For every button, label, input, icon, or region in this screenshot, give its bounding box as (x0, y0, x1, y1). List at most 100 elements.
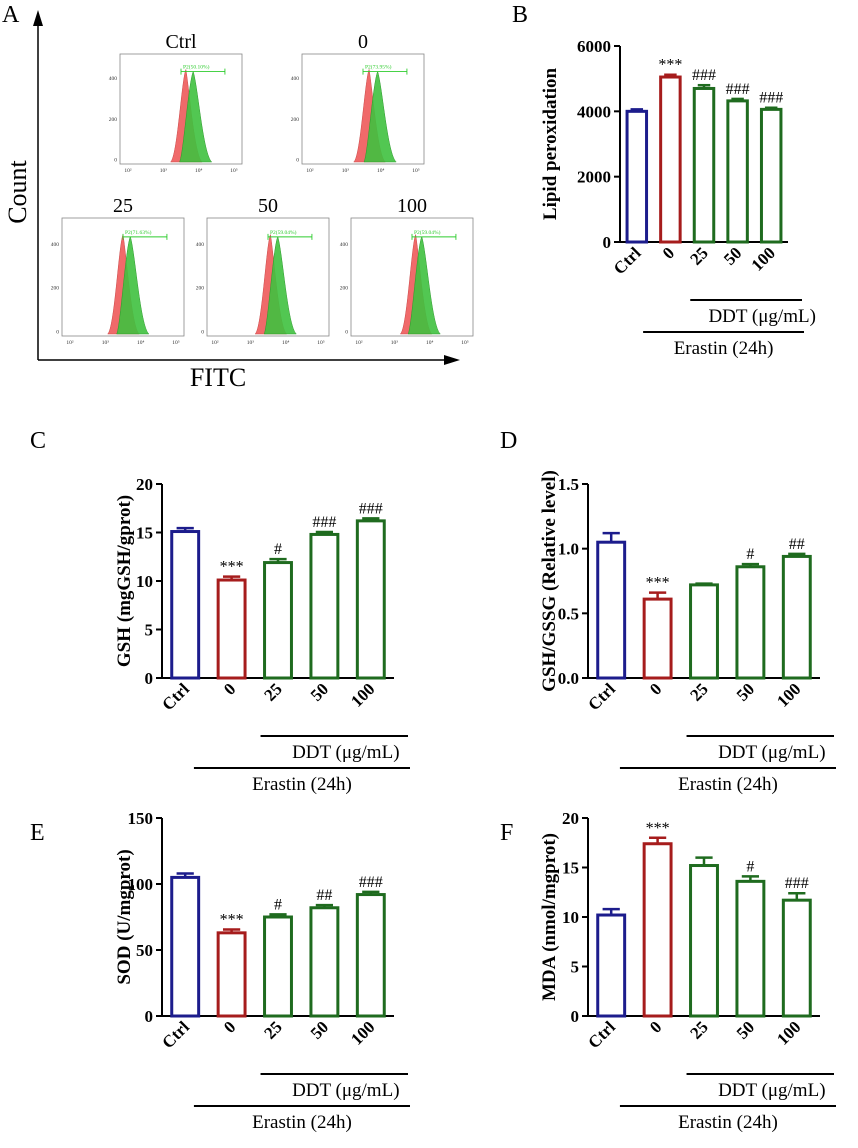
chart-category-label: 0 (220, 679, 239, 698)
chart-ddt-label: DDT (μg/mL) (292, 1080, 399, 1101)
histogram-frame (206, 217, 330, 337)
histogram-ytick: 400 (51, 242, 60, 248)
chart-category-label: 50 (307, 1017, 332, 1042)
chart-y-label: GSH (mgGSH/gprot) (114, 495, 135, 667)
histogram-ytick: 200 (340, 286, 349, 292)
chart-ytick-label: 4000 (577, 102, 611, 121)
chart-ddt-label: DDT (μg/mL) (292, 742, 399, 763)
chart-bar (781, 898, 812, 1018)
histogram-frame (61, 217, 185, 337)
chart-ytick-label: 15 (136, 524, 153, 543)
chart-category-label: 50 (720, 243, 745, 268)
chart-bar (625, 109, 649, 244)
panel-a-letter: A (2, 2, 20, 28)
chart-ytick-label: 0.5 (558, 604, 579, 623)
histogram-ytick: 200 (196, 286, 205, 292)
chart-letter: B (512, 2, 528, 28)
chart-erastin-label: Erastin (24h) (678, 1112, 778, 1133)
histogram-title: 0 (358, 31, 368, 53)
histogram-frame (350, 217, 474, 337)
histogram-ytick: 400 (340, 242, 349, 248)
histogram-gate-label: P2(59.04%) (414, 229, 441, 236)
chart-ytick-label: 20 (562, 809, 579, 828)
histogram-4: 50 400 200 0 10² 10³ 10⁴ 10⁵ P2(59.04%) (196, 195, 330, 346)
chart-category-label: 100 (347, 679, 378, 710)
chart-ytick-label: 0.0 (558, 669, 579, 688)
chart-category-label: 0 (220, 1017, 239, 1036)
chart-bar (216, 931, 247, 1018)
chart-letter: E (30, 820, 45, 846)
panel-a: A Count FITC Ctrl 400 200 0 10² 10³ 10⁴ 10⁵ P2(5… (2, 2, 474, 392)
chart-ytick-label: 5 (571, 958, 580, 977)
chart-category-label: 50 (733, 679, 758, 704)
histogram-3: 25 400 200 0 10² 10³ 10⁴ 10⁵ P2(71.63%) (51, 195, 185, 346)
chart-bar (781, 554, 812, 680)
panel-a-x-arrow-icon (444, 355, 460, 365)
histogram-xtick: 10⁵ (317, 340, 325, 346)
chart-category-label: 25 (686, 679, 711, 704)
chart-category-label: 50 (733, 1017, 758, 1042)
chart-significance-label: # (274, 541, 282, 558)
histogram-ytick: 400 (109, 76, 118, 82)
chart-category-label: 25 (260, 679, 285, 704)
chart-ddt-label: DDT (μg/mL) (718, 1080, 825, 1101)
histogram-xtick: 10⁴ (377, 168, 385, 174)
chart-y-label: GSH/GSSG (Relative level) (539, 470, 560, 692)
histogram-grid: Ctrl 400 200 0 10² 10³ 10⁴ 10⁵ P2(50.10%) 0 400 200… (51, 31, 474, 346)
histogram-frame (119, 53, 243, 165)
chart-bar (355, 519, 386, 680)
histogram-xtick: 10⁵ (412, 168, 420, 174)
panel-a-x-label: FITC (190, 363, 246, 392)
histogram-xtick: 10³ (160, 168, 168, 174)
chart-bar (216, 578, 247, 680)
chart-category-label: Ctrl (158, 679, 193, 714)
chart-bar (726, 99, 749, 244)
histogram-xtick: 10² (211, 340, 219, 346)
histogram-ytick: 200 (51, 286, 60, 292)
chart-bar (596, 540, 627, 680)
histogram-xtick: 10⁴ (137, 340, 145, 346)
chart-bar (689, 583, 719, 680)
chart-category-label: Ctrl (158, 1017, 193, 1052)
chart-ytick-label: 20 (136, 475, 153, 494)
chart-bar (692, 86, 716, 244)
histogram-xtick: 10³ (102, 340, 110, 346)
chart-category-label: 100 (773, 679, 804, 710)
chart-significance-label: # (746, 546, 754, 563)
histogram-title: 50 (258, 195, 278, 217)
chart-category-label: Ctrl (584, 1017, 619, 1052)
histogram-xtick: 10⁵ (172, 340, 180, 346)
chart-bar (170, 875, 201, 1018)
histogram-ytick: 200 (109, 117, 118, 123)
histogram-xtick: 10⁵ (230, 168, 238, 174)
chart-y-label: MDA (nmol/mgprot) (539, 833, 560, 1001)
histogram-xtick: 10² (306, 168, 314, 174)
chart-bar (659, 75, 682, 244)
chart-significance-label: *** (220, 559, 244, 576)
chart-y-label: Lipid peroxidation (540, 67, 561, 220)
chart-category-label: 100 (748, 243, 779, 274)
chart-category-label: 0 (659, 243, 678, 262)
chart-bar (309, 532, 340, 680)
chart-category-label: 25 (260, 1017, 285, 1042)
chart-ytick-label: 0 (145, 1007, 154, 1026)
chart-ytick-label: 0 (603, 233, 612, 252)
chart-bar (170, 530, 201, 680)
chart-significance-label: *** (220, 912, 244, 929)
chart-ytick-label: 15 (562, 859, 579, 878)
histogram-title: Ctrl (165, 31, 197, 53)
histogram-gate-label: P2(71.63%) (125, 229, 152, 236)
chart-category-label: 25 (686, 1017, 711, 1042)
chart-category-label: 100 (773, 1017, 804, 1048)
chart-category-label: 0 (646, 1017, 665, 1036)
chart-bar (355, 893, 386, 1018)
chart-b: B 0 2000 4000 6000 Lipid peroxidation Ctrl *** 0… (512, 2, 816, 359)
histogram-ytick: 0 (345, 329, 348, 335)
histogram-gate-label: P2(73.95%) (365, 64, 392, 71)
chart-bar (642, 842, 673, 1018)
chart-bar (263, 915, 293, 1018)
